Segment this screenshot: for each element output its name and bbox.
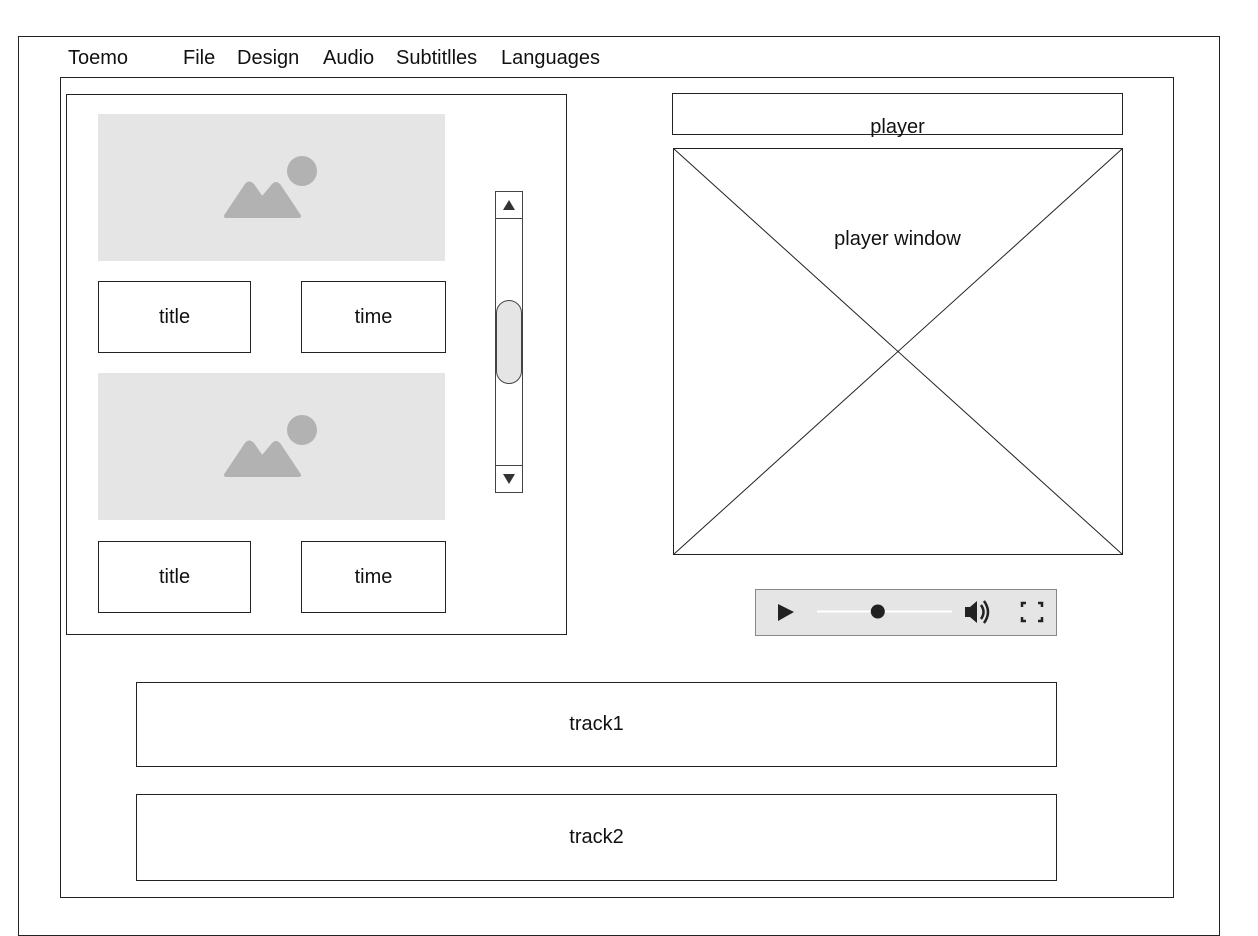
image-placeholder-icon <box>224 156 317 218</box>
player-window-label: player window <box>834 228 961 250</box>
play-icon[interactable] <box>778 604 794 621</box>
menu-item-subtitles[interactable]: Subtitlles <box>396 47 478 69</box>
media-title-field[interactable]: title <box>98 281 251 353</box>
seek-slider[interactable] <box>817 604 952 619</box>
image-placeholder-icon <box>224 415 317 477</box>
player-controls <box>755 589 1057 636</box>
player-window-placeholder <box>673 148 1123 555</box>
triangle-up-icon <box>503 200 515 210</box>
scroll-down-button[interactable] <box>496 465 522 492</box>
media-title-label: title <box>158 305 191 328</box>
media-list-scrollbar[interactable] <box>495 191 523 493</box>
media-title-field[interactable]: title <box>98 541 251 613</box>
media-thumbnail[interactable] <box>98 114 445 261</box>
seek-knob[interactable] <box>870 604 885 619</box>
app-name: Toemo <box>68 47 129 69</box>
media-title-label: title <box>158 565 191 588</box>
media-list-panel <box>66 94 567 635</box>
media-time-field[interactable]: time <box>301 541 446 613</box>
track-lane-2[interactable]: track2 <box>136 794 1057 881</box>
track-lane-1[interactable]: track1 <box>136 682 1057 767</box>
track-label: track2 <box>569 826 624 848</box>
player-header: player <box>672 93 1123 138</box>
scrollbar-thumb[interactable] <box>496 300 522 384</box>
media-time-field[interactable]: time <box>301 281 446 353</box>
workspace-frame <box>60 77 1174 898</box>
scroll-up-button[interactable] <box>496 192 522 219</box>
menu-item-audio[interactable]: Audio <box>323 47 375 69</box>
media-thumbnail[interactable] <box>98 373 445 520</box>
menu-item-languages[interactable]: Languages <box>501 47 600 69</box>
media-time-label: time <box>354 565 393 588</box>
media-time-label: time <box>354 305 393 328</box>
player-header-label: player <box>870 116 925 138</box>
track-label: track1 <box>569 713 624 735</box>
menu-item-file[interactable]: File <box>183 47 216 69</box>
volume-icon[interactable] <box>965 600 990 624</box>
menu-item-design[interactable]: Design <box>237 47 300 69</box>
player-window[interactable]: player window <box>673 148 1124 556</box>
menu-bar: Toemo File Design Audio Subtitlles Langu… <box>0 0 1258 69</box>
fullscreen-icon[interactable] <box>1020 601 1044 623</box>
triangle-down-icon <box>503 474 515 484</box>
